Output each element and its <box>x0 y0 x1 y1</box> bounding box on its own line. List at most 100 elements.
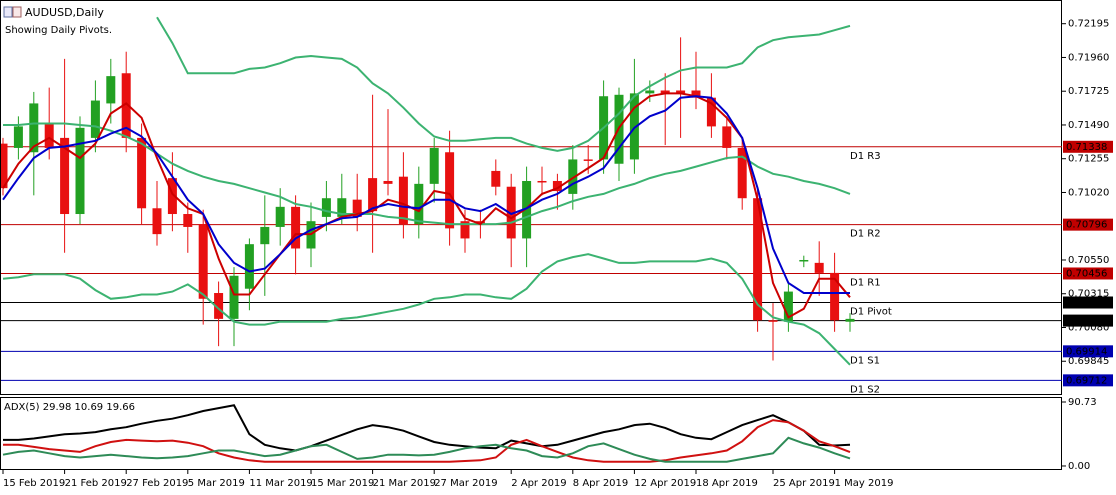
candle-body <box>706 97 716 127</box>
indicator-line <box>3 404 851 452</box>
candle-body <box>1 143 8 189</box>
candle-body <box>552 180 562 192</box>
candle-body <box>337 198 347 217</box>
x-tick-label: 25 Apr 2019 <box>773 478 835 489</box>
y-tick-label: 0.00 <box>1068 461 1090 472</box>
candle-body <box>722 126 732 148</box>
candle-body <box>260 226 270 245</box>
candle-body <box>445 152 455 229</box>
pivot-name: D1 R1 <box>850 277 881 288</box>
candle-body <box>90 100 100 138</box>
candle-body <box>121 73 131 138</box>
x-tick-label: 15 Mar 2019 <box>311 478 374 489</box>
symbol-icon <box>3 6 22 18</box>
candle-body <box>75 127 85 215</box>
x-tick-label: 12 Apr 2019 <box>634 478 696 489</box>
candle-body <box>783 291 793 322</box>
candle-body <box>506 186 516 239</box>
price-box <box>1063 296 1113 309</box>
pivot-name: D1 Pivot <box>850 306 892 317</box>
main-plot <box>1 16 1062 381</box>
candle-body <box>60 137 70 215</box>
candle-body <box>152 208 162 235</box>
price-box <box>1063 374 1113 387</box>
x-tick-label: 8 Apr 2019 <box>573 478 628 489</box>
candle-body <box>244 244 254 289</box>
candle-body <box>29 103 39 153</box>
x-tick-label: 21 Mar 2019 <box>373 478 436 489</box>
candle-body <box>44 123 54 148</box>
x-tick-label: 5 Mar 2019 <box>188 478 245 489</box>
pivot-name: D1 R2 <box>850 229 881 240</box>
y-tick-label: 0.70315 <box>1068 289 1109 300</box>
overlay: AUDUSD,Daily Showing Daily Pivots. ADX(5… <box>2 6 1113 489</box>
y-tick-label: 0.70550 <box>1068 255 1109 266</box>
pivot-name: D1 R3 <box>850 151 881 162</box>
price-box <box>1063 140 1113 153</box>
indicator-line <box>3 419 851 463</box>
candle-body <box>414 183 424 225</box>
price-box-label: 0.69914 <box>1066 346 1107 357</box>
price-box-label: 0.70796 <box>1066 220 1107 231</box>
candle-body <box>629 93 639 160</box>
x-tick-label: 2 Apr 2019 <box>511 478 566 489</box>
candle-body <box>475 221 485 225</box>
candle-body <box>768 320 778 322</box>
y-tick-label: 0.72195 <box>1068 19 1109 30</box>
candle-body <box>799 259 809 262</box>
x-tick-label: 27 Mar 2019 <box>434 478 497 489</box>
price-box-label: 0.71338 <box>1066 142 1107 153</box>
y-tick-label: 0.71490 <box>1068 120 1109 131</box>
candle-body <box>229 275 239 319</box>
main-panel <box>0 0 1062 395</box>
price-box <box>1063 314 1113 327</box>
candle-body <box>137 137 147 209</box>
candle-body <box>321 198 331 217</box>
price-box <box>1063 218 1113 231</box>
candle-body <box>645 90 655 94</box>
indicator-line <box>2 436 851 463</box>
price-box-label: 0.70128 <box>1066 316 1107 327</box>
indicator-line <box>2 253 851 366</box>
candle-body <box>676 90 686 94</box>
candle-body <box>460 221 470 239</box>
candle-body <box>522 180 532 239</box>
pivot-name: D1 S1 <box>850 355 880 366</box>
price-box-label: 0.70254 <box>1066 297 1107 308</box>
price-box <box>1063 345 1113 358</box>
candle-body <box>583 159 593 161</box>
candle-body <box>352 199 362 217</box>
candle-body <box>491 170 501 187</box>
chart-title: AUDUSD,Daily <box>25 6 104 19</box>
price-box <box>1063 267 1113 280</box>
candle-body <box>106 76 116 104</box>
candle-body <box>167 178 177 215</box>
y-tick-label: 0.71255 <box>1068 154 1109 165</box>
price-box-label: 0.70456 <box>1066 268 1107 279</box>
y-tick-label: 0.69845 <box>1068 356 1109 367</box>
adx-plot <box>2 404 851 463</box>
y-tick-label: 0.71960 <box>1068 52 1109 63</box>
adx-title: ADX(5) 29.98 10.69 19.66 <box>4 402 135 413</box>
indicator-line <box>156 16 851 152</box>
candle-body <box>214 293 224 319</box>
x-tick-label: 27 Feb 2019 <box>126 478 188 489</box>
price-box-label: 0.69712 <box>1066 375 1107 386</box>
candle-body <box>537 180 547 183</box>
pivot-name: D1 S2 <box>850 384 880 395</box>
chart-subtitle: Showing Daily Pivots. <box>5 25 112 36</box>
candle-body <box>383 180 393 184</box>
indicator-line <box>2 95 850 294</box>
candle-body <box>691 90 701 98</box>
candle-body <box>660 90 670 94</box>
indicator-line <box>2 92 851 319</box>
candle-body <box>568 159 578 194</box>
candle-body <box>198 224 208 299</box>
candle-body <box>291 206 301 249</box>
candle-body <box>398 176 408 225</box>
indicator-line <box>3 122 851 226</box>
candle-body <box>429 147 439 184</box>
x-tick-label: 18 Apr 2019 <box>696 478 758 489</box>
candle-body <box>275 206 285 227</box>
